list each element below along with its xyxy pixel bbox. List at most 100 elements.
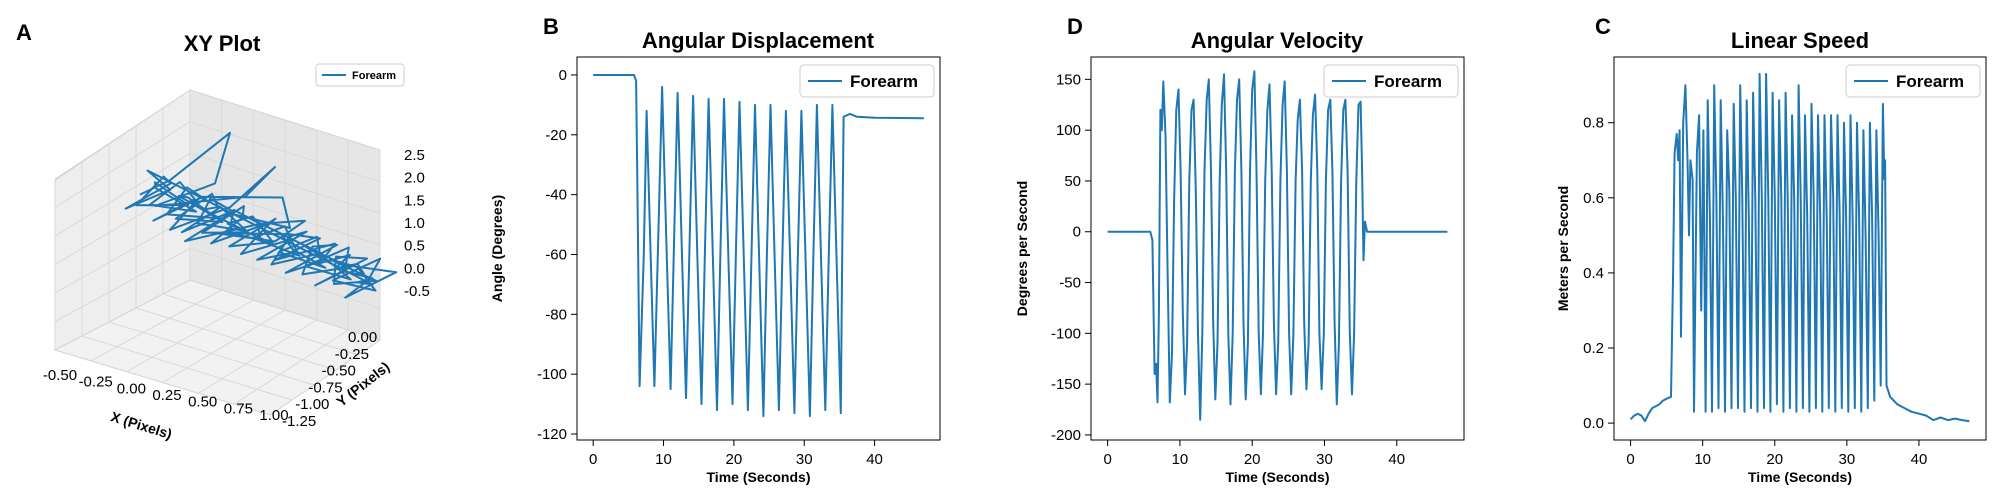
panel-letter-b: B <box>543 14 559 39</box>
x-tick-label: 10 <box>1172 451 1189 468</box>
y-axis-label: Meters per Second <box>1555 186 1571 311</box>
z-tick-label-3d: -0.5 <box>404 283 430 300</box>
grid-line <box>54 152 191 237</box>
y-tick-label: -100 <box>537 366 567 383</box>
panel-a-xy-plot: A XY Plot -0.50 -0.25 0.00 0.25 0.50 0.75 1.00… <box>16 20 430 442</box>
legend-box <box>1323 64 1459 98</box>
series-line-forearm <box>1629 72 1970 423</box>
grid-line <box>162 293 359 356</box>
chart-title-xy-plot: XY Plot <box>184 31 261 56</box>
x-tick-label: 40 <box>1388 451 1405 468</box>
y-tick-label-3d: 0.00 <box>348 329 377 346</box>
y-tick-label: 0.0 <box>1583 415 1604 432</box>
grid-line <box>233 329 349 405</box>
y-tick-label: -100 <box>1051 325 1081 342</box>
x-tick-label: 30 <box>1839 451 1856 468</box>
panel-d-angular-velocity: D Angular Velocity 0 10 20 30 40 150 100 50 0 -50 -1… <box>1014 14 1465 485</box>
grid-line <box>269 339 381 416</box>
x-tick-label: 30 <box>796 451 813 468</box>
z-tick-label-3d: 2.0 <box>404 170 425 187</box>
y-tick-label-3d: -1.00 <box>295 396 329 413</box>
x-axis-label: Time (Seconds) <box>1226 469 1330 485</box>
chart-title: Angular Velocity <box>1191 28 1364 53</box>
chart-title: Angular Displacement <box>642 28 875 53</box>
z-tick-label-3d: 1.5 <box>404 192 425 209</box>
legend-box <box>1845 64 1981 98</box>
grid-line <box>108 321 315 386</box>
x-tick-label-3d: 0.25 <box>152 387 181 404</box>
x-tick-label-3d: 0.50 <box>188 394 217 411</box>
grid-line <box>54 216 191 294</box>
y-tick-label: -20 <box>545 127 567 144</box>
x-axis-label: Time (Seconds) <box>707 469 811 485</box>
grid-line <box>81 335 293 401</box>
grid-line <box>198 319 317 394</box>
grid-line <box>189 279 381 341</box>
y-tick-label-3d: -0.25 <box>335 346 369 363</box>
panel-letter-d: D <box>1067 14 1083 39</box>
x-tick-label: 20 <box>726 451 743 468</box>
y-tick-label: 100 <box>1056 122 1081 139</box>
grid-line <box>189 184 381 246</box>
x-tick-label-3d: 0.00 <box>117 380 146 397</box>
grid-line <box>54 247 191 322</box>
y-tick-label: 0 <box>1073 224 1081 241</box>
panel-b-angular-displacement: B Angular Displacement 0 10 20 30 40 0 -20 -40 -60… <box>489 14 941 485</box>
legend: Forearm <box>799 64 935 98</box>
x-tick-label: 0 <box>1103 451 1111 468</box>
y-tick-label: 0.8 <box>1583 115 1604 132</box>
x-tick-label: 40 <box>866 451 883 468</box>
x-tick-label-3d: 1.00 <box>259 407 288 424</box>
legend-a: Forearm <box>315 63 405 87</box>
grid-line <box>54 349 271 416</box>
grid-line <box>162 309 286 383</box>
y-tick-label: -40 <box>545 187 567 204</box>
y-tick-label: 0.2 <box>1583 340 1604 357</box>
y-tick-label: 0 <box>559 67 567 84</box>
grid-line <box>189 89 381 151</box>
x-tick-label: 40 <box>1911 451 1928 468</box>
y-tick-label: -50 <box>1059 275 1081 292</box>
y-tick-label: -200 <box>1051 427 1081 444</box>
x-tick-label-3d: -0.25 <box>79 374 113 391</box>
grid-line <box>90 289 222 362</box>
panel-letter-c: C <box>1595 14 1611 39</box>
x-tick-label: 10 <box>1694 451 1711 468</box>
x-tick-label: 0 <box>1626 451 1634 468</box>
y-tick-label: 0.4 <box>1583 265 1604 282</box>
y-tick-label: 50 <box>1064 173 1081 190</box>
y-tick-label: -120 <box>537 426 567 443</box>
xy-plot-series-forearm <box>124 131 398 299</box>
x-tick-label-3d: 0.75 <box>224 400 253 417</box>
y-tick-label: -80 <box>545 306 567 323</box>
x-tick-label-3d: -0.50 <box>43 367 77 384</box>
grid-line <box>54 184 191 265</box>
grid-line <box>54 279 191 351</box>
legend-label: Forearm <box>1374 72 1442 91</box>
legend-label: Forearm <box>1896 72 1964 91</box>
grid-line <box>54 89 191 180</box>
z-tick-label-3d: 2.5 <box>404 147 425 164</box>
panel-letter-a: A <box>16 20 32 45</box>
legend-box-a <box>315 63 405 87</box>
y-tick-label: 0.6 <box>1583 190 1604 207</box>
legend-box <box>799 64 935 98</box>
plot-frame <box>1090 56 1465 441</box>
z-tick-label-3d: 1.0 <box>404 215 425 232</box>
x-tick-label: 20 <box>1766 451 1783 468</box>
y-axis-label: Angle (Degrees) <box>489 195 505 302</box>
x-tick-label: 20 <box>1244 451 1261 468</box>
y-tick-label: 150 <box>1056 71 1081 88</box>
y-axis-label: Degrees per Second <box>1014 181 1030 316</box>
series-line-forearm <box>593 74 924 418</box>
x-axis-label: Time (Seconds) <box>1748 469 1852 485</box>
grid-line <box>189 247 381 309</box>
z-tick-label-3d: 0.5 <box>404 238 425 255</box>
plot-frame <box>1613 56 1987 441</box>
legend: Forearm <box>1323 64 1459 98</box>
y-tick-label-3d: -1.25 <box>282 413 316 430</box>
y-tick-label: -60 <box>545 246 567 263</box>
legend: Forearm <box>1845 64 1981 98</box>
grid-line <box>54 121 191 208</box>
